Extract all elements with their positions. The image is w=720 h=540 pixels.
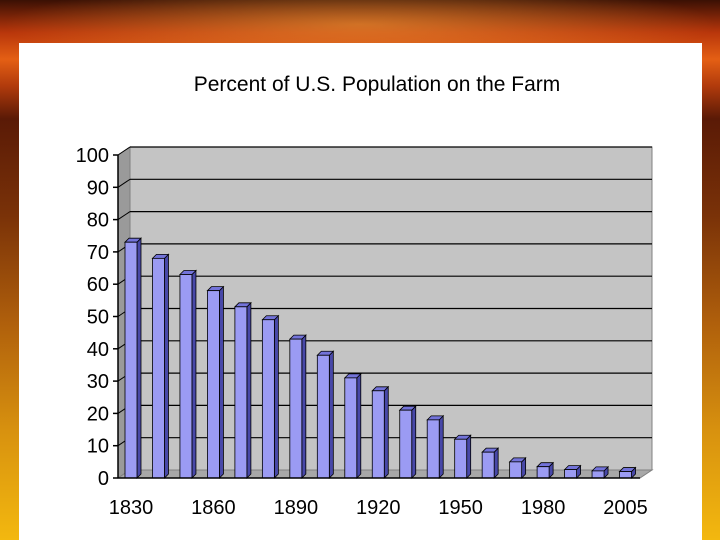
bar-1860 [206,285,225,479]
axes [113,154,640,479]
bar-1990 [563,464,582,479]
bar-front [207,290,220,479]
bar-side [164,253,169,479]
bar-side [438,414,444,479]
bar-1850 [178,269,197,479]
x-tick-labels: 1830 1860 1890 1920 1950 1980 2005 [109,497,648,519]
bar-2000 [591,465,610,479]
bar-side [411,405,417,479]
bar-front [399,409,413,479]
y-tick-labels: 0 10 20 30 40 50 60 70 80 90 100 [76,145,109,490]
bar-1870 [233,301,252,479]
bar-front [481,451,495,479]
bar-front [234,306,248,479]
y-tick-label: 20 [87,403,109,425]
bar-front [536,466,550,479]
bar-side [493,447,499,479]
y-tick-label: 80 [87,210,109,232]
chart-title: Percent of U.S. Population on the Farm [194,73,561,96]
bar-front [261,319,275,479]
x-tick-label: 1920 [356,497,401,519]
bar-front [344,377,358,479]
bar-side [246,301,252,479]
bar-side [301,334,307,479]
y-tick-label: 0 [98,468,109,490]
bar-side [328,350,334,479]
bar-front [509,461,523,479]
bar-1900 [316,350,335,479]
x-tick-label: 1890 [274,497,319,519]
bar-1960 [481,447,500,479]
bar-front [179,274,193,479]
bar-front [564,469,577,479]
bar-front [619,471,632,479]
bar-1910 [343,372,362,479]
y-tick-label: 40 [87,339,109,361]
bar-side [191,269,197,479]
bar-1890 [288,334,307,479]
bar-front [371,390,385,479]
chart-panel: Percent of U.S. Population on the Farm 0… [19,43,702,540]
bar-front [124,241,138,479]
bar-1950 [453,434,472,479]
y-tick-label: 50 [87,307,109,329]
bar-1930 [398,405,417,479]
bar-1830 [124,237,142,479]
gridline-side [117,146,131,156]
bar-chart: Percent of U.S. Population on the Farm 0… [76,73,654,519]
y-tick-label: 30 [87,371,109,393]
x-tick-label: 1980 [521,497,566,519]
bar-1840 [151,253,170,479]
bar-front [426,419,440,479]
bar-front [289,338,303,479]
gridline-side [117,178,131,188]
y-tick-label: 90 [87,177,109,199]
y-tick-label: 70 [87,242,109,264]
bar-1940 [426,414,445,479]
bar-2005 [618,466,637,479]
x-tick-label: 1830 [109,497,154,519]
bar-side [356,372,362,479]
bar-side [273,314,279,479]
bar-front [591,470,605,479]
bar-side [383,385,389,479]
bar-1980 [536,461,555,479]
bar-1970 [508,456,527,479]
y-tick-label: 60 [87,274,109,296]
bar-front [454,438,468,479]
bar-1880 [261,314,280,479]
bar-1920 [371,385,390,479]
x-tick-label: 2005 [603,497,648,519]
bar-front [316,354,330,479]
y-tick-label: 10 [87,436,109,458]
x-tick-label: 1860 [191,497,236,519]
bar-side [136,237,142,479]
bar-front [152,257,165,479]
x-tick-label: 1950 [438,497,483,519]
bar-side [219,285,224,479]
y-tick-label: 100 [76,145,109,167]
bar-side [466,434,472,479]
gridline-side [117,211,131,221]
